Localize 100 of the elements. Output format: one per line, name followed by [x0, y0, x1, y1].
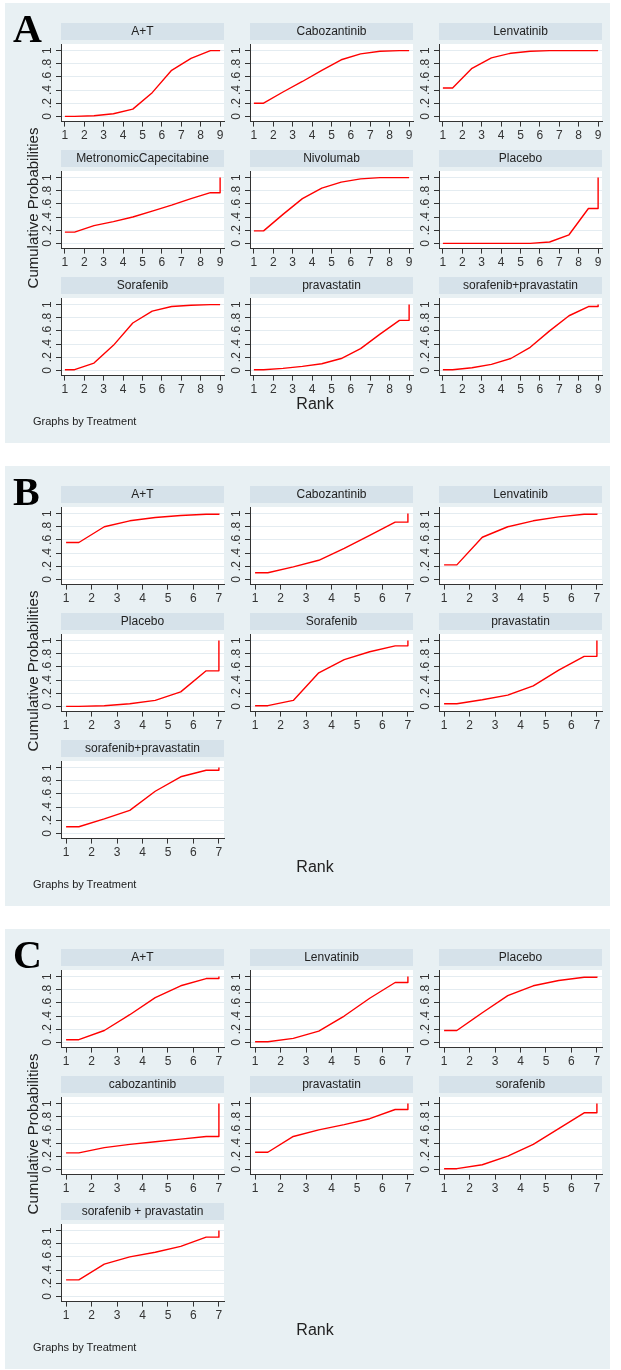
y-tick-label: .4: [40, 1264, 55, 1276]
y-tick-label: 0: [418, 239, 433, 247]
x-tick-label: 3: [302, 591, 310, 606]
x-tick-label: 1: [439, 382, 447, 397]
y-tick-label: .8: [40, 521, 55, 532]
x-tick-label: 7: [555, 255, 563, 270]
x-tick-label: 3: [100, 255, 108, 270]
x-tick-label: 5: [164, 1181, 172, 1196]
x-tick-label: 8: [575, 382, 583, 397]
x-tick-label: 2: [466, 591, 474, 606]
x-tick-label: 4: [119, 255, 127, 270]
x-tick-label: 3: [113, 1181, 121, 1196]
y-tick-label: .2: [229, 687, 244, 699]
x-tick-label: 2: [466, 1181, 474, 1196]
x-tick-label: 1: [251, 591, 259, 606]
chart-title: sorafenib+pravastatin: [61, 740, 224, 757]
text: Cumulative Probabilities: [23, 1053, 41, 1215]
y-tick-label: .6: [229, 325, 244, 336]
x-tick-label: 2: [277, 1181, 285, 1196]
text: Rank: [296, 858, 334, 876]
y-tick-label: .4: [418, 338, 433, 350]
x-tick-label: 6: [190, 718, 198, 733]
x-tick-label: 7: [177, 382, 185, 397]
x-tick-label: 2: [269, 255, 277, 270]
x-tick-label: 6: [158, 128, 166, 143]
y-tick-label: 1: [418, 173, 433, 181]
y-tick-label: .2: [40, 351, 55, 363]
x-tick-label: 3: [113, 1054, 121, 1069]
chart-title: Sorafenib: [61, 277, 224, 294]
x-tick-label: 3: [289, 255, 297, 270]
y-tick-label: .6: [40, 788, 55, 799]
y-tick-label: 0: [40, 239, 55, 247]
chart-title: pravastatin: [250, 277, 413, 294]
y-tick-label: .2: [418, 1023, 433, 1035]
chart-title: Placebo: [439, 150, 602, 167]
y-tick-label: .8: [418, 185, 433, 196]
y-tick-label: 0: [418, 366, 433, 374]
x-tick-label: 8: [386, 255, 394, 270]
chart-title: Lenvatinib: [439, 23, 602, 40]
y-tick-label: 1: [418, 509, 433, 517]
x-tick-label: 3: [113, 1308, 121, 1323]
y-tick-label: .2: [229, 224, 244, 236]
x-tick-label: 2: [269, 382, 277, 397]
x-tick-label: 7: [593, 591, 601, 606]
x-tick-label: 5: [164, 718, 172, 733]
y-tick-label: .8: [40, 185, 55, 196]
x-tick-label: 3: [491, 1054, 499, 1069]
text: Rank: [296, 1321, 334, 1339]
y-tick-label: .4: [40, 338, 55, 350]
y-tick-label: 1: [40, 509, 55, 517]
y-tick-label: .8: [229, 312, 244, 323]
x-tick-label: 5: [328, 128, 336, 143]
x-tick-label: 5: [139, 255, 147, 270]
y-tick-label: 1: [229, 972, 244, 980]
y-tick-label: .2: [418, 560, 433, 572]
x-tick-label: 7: [593, 1181, 601, 1196]
x-tick-label: 7: [404, 718, 412, 733]
x-tick-label: 6: [190, 1181, 198, 1196]
y-tick-label: .4: [229, 338, 244, 350]
x-tick-label: 4: [139, 845, 147, 860]
text: A: [13, 6, 42, 51]
x-tick-label: 6: [379, 1181, 387, 1196]
x-tick-label: 4: [328, 591, 336, 606]
y-tick-label: .4: [40, 674, 55, 686]
x-tick-label: 3: [100, 128, 108, 143]
chart-title: Lenvatinib: [250, 949, 413, 966]
y-tick-label: 0: [418, 112, 433, 120]
x-tick-label: 4: [139, 1181, 147, 1196]
y-tick-label: .2: [229, 1023, 244, 1035]
x-tick-label: 1: [62, 1181, 70, 1196]
y-tick-label: 1: [40, 636, 55, 644]
y-tick-label: .2: [229, 97, 244, 109]
x-tick-label: 9: [216, 382, 224, 397]
y-tick-label: .6: [418, 1124, 433, 1135]
y-tick-label: .4: [40, 801, 55, 813]
y-tick-label: 0: [40, 829, 55, 837]
x-tick-label: 2: [466, 718, 474, 733]
x-tick-label: 2: [277, 1054, 285, 1069]
y-tick-label: 0: [40, 575, 55, 583]
y-tick-label: .8: [418, 648, 433, 659]
x-tick-label: 7: [215, 1308, 223, 1323]
y-tick-label: .6: [418, 661, 433, 672]
x-tick-label: 2: [88, 718, 96, 733]
y-tick-label: 0: [418, 1165, 433, 1173]
y-tick-label: .6: [229, 661, 244, 672]
y-tick-label: .6: [40, 325, 55, 336]
y-tick-label: .6: [418, 198, 433, 209]
x-tick-label: 8: [197, 382, 205, 397]
chart-title: sorafenib+pravastatin: [439, 277, 602, 294]
y-tick-label: .2: [40, 560, 55, 572]
y-tick-label: .4: [40, 1010, 55, 1022]
x-tick-label: 4: [328, 1181, 336, 1196]
x-tick-label: 7: [215, 1181, 223, 1196]
x-tick-label: 5: [353, 1181, 361, 1196]
x-tick-label: 9: [405, 255, 413, 270]
y-tick-label: .8: [40, 1238, 55, 1249]
x-tick-label: 3: [113, 718, 121, 733]
x-tick-label: 6: [379, 591, 387, 606]
x-tick-label: 4: [139, 591, 147, 606]
y-tick-label: 1: [418, 46, 433, 54]
